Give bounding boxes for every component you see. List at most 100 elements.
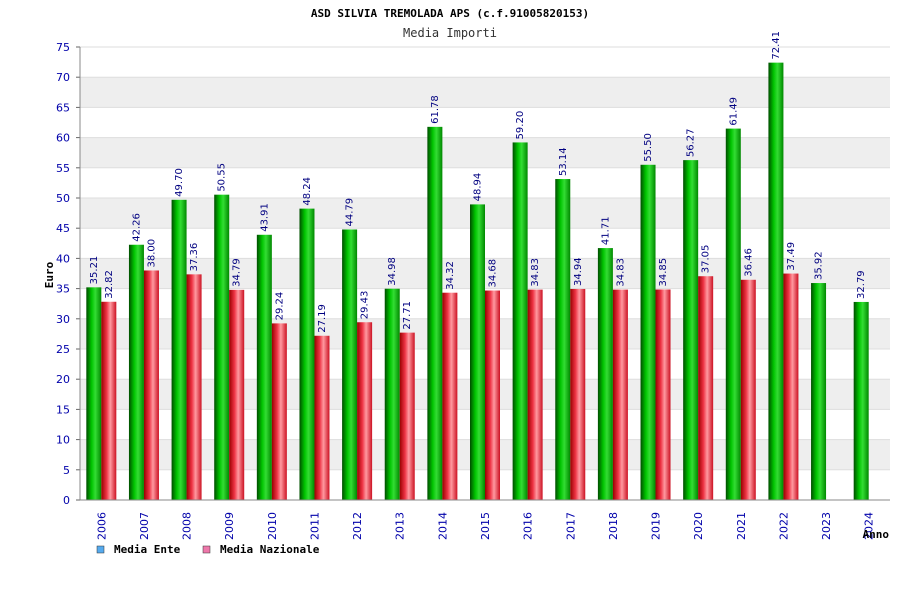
bar-media-nazionale [357,322,373,500]
bar-media-ente [640,164,656,500]
bar-media-ente [683,160,699,500]
bar-media-ente [555,179,571,500]
y-tick-label: 15 [56,403,70,416]
value-label: 49.70 [174,168,185,197]
bar-media-nazionale [783,273,799,500]
value-label: 32.82 [104,270,115,299]
value-label: 44.79 [345,198,356,227]
bar-media-ente [597,248,613,500]
x-tick-label: 2012 [351,512,364,540]
value-labels: 35.21 32.82 42.26 38.00 49.70 37.36 50.55 34.79… [89,31,867,333]
bar-media-ente [342,229,358,501]
y-tick-label: 25 [56,343,70,356]
value-label: 53.14 [558,147,569,176]
x-tick-label: 2010 [266,512,279,540]
value-label: 34.83 [615,258,626,287]
y-tick-label: 20 [56,373,70,386]
value-label: 42.26 [131,213,142,242]
y-tick-label: 50 [56,192,70,205]
x-tick-label: 2018 [607,512,620,540]
value-label: 56.27 [686,128,697,157]
bar-media-nazionale [314,335,330,500]
bar-media-ente [299,208,315,500]
x-tick-label: 2022 [777,512,790,540]
x-tick-label: 2006 [95,512,108,540]
value-label: 34.68 [488,259,499,288]
x-tick-labels: 2006 2007 2008 2009 2010 2011 2012 2013 2014 2015… [95,512,875,540]
value-label: 35.92 [814,251,825,280]
x-tick-label: 2017 [564,512,577,540]
value-label: 48.24 [302,177,313,206]
value-label: 41.71 [600,216,611,245]
y-tick-label: 65 [56,101,70,114]
value-label: 38.00 [146,239,157,268]
x-tick-label: 2021 [735,512,748,540]
x-tick-label: 2014 [436,512,449,540]
x-tick-label: 2009 [223,512,236,540]
legend: Media Ente Media Nazionale [96,543,320,556]
bar-media-nazionale [186,274,202,500]
x-axis-label: Anno [863,528,890,541]
bar-media-ente [512,142,528,500]
x-tick-label: 2008 [181,512,194,540]
x-tick-label: 2007 [138,512,151,540]
bar-media-ente [214,194,230,501]
bar-media-nazionale [442,292,458,500]
value-label: 37.49 [786,242,797,271]
x-tick-label: 2019 [650,512,663,540]
bars [86,62,869,501]
value-label: 34.98 [387,257,398,286]
value-label: 48.94 [473,173,484,202]
bar-media-nazionale [740,279,756,500]
bar-media-nazionale [271,323,287,500]
x-tick-label: 2013 [394,512,407,540]
value-label: 59.20 [515,111,526,140]
value-label: 27.71 [402,301,413,330]
value-label: 34.83 [530,258,541,287]
y-tick-label: 60 [56,132,70,145]
value-label: 37.36 [189,243,200,272]
y-tick-label: 5 [63,464,70,477]
value-label: 43.91 [259,203,270,232]
y-tick-labels: 0 5 10 15 20 25 30 35 40 45 50 55 60 65 70 75 [56,41,70,507]
value-label: 35.21 [89,256,100,285]
chart-title: ASD SILVIA TREMOLADA APS (c.f.9100582015… [311,7,589,20]
value-label: 55.50 [643,133,654,162]
value-label: 27.19 [317,304,328,333]
bar-media-ente [853,301,869,500]
bar-media-nazionale [229,289,245,500]
bar-media-nazionale [143,270,159,500]
grid-band [80,77,890,108]
bar-media-ente [725,128,741,500]
legend-label-media-ente: Media Ente [114,543,181,556]
chart-subtitle: Media Importi [403,26,497,40]
bar-media-nazionale [612,289,628,500]
x-tick-label: 2024 [863,512,876,540]
bar-media-nazionale [698,276,714,500]
x-tick-label: 2015 [479,512,492,540]
y-tick-label: 40 [56,252,70,265]
y-axis-label: Euro [43,261,56,288]
axes [79,47,890,501]
bar-media-ente [427,126,443,500]
y-tick-label: 55 [56,162,70,175]
bar-media-nazionale [655,289,671,500]
bar-media-nazionale [570,288,586,500]
value-label: 72.41 [771,31,782,60]
value-label: 61.78 [430,95,441,124]
legend-label-media-nazionale: Media Nazionale [220,543,320,556]
value-label: 29.24 [274,292,285,321]
bar-media-ente [171,199,187,500]
grid-band [80,107,890,138]
y-tick-label: 70 [56,71,70,84]
y-tick-label: 75 [56,41,70,54]
value-label: 34.32 [445,261,456,290]
grid-band [80,47,890,78]
grid-band [80,137,890,168]
value-label: 29.43 [360,291,371,320]
x-tick-label: 2016 [522,512,535,540]
value-label: 34.94 [573,257,584,286]
grid-band [80,167,890,198]
value-label: 32.79 [856,270,867,299]
